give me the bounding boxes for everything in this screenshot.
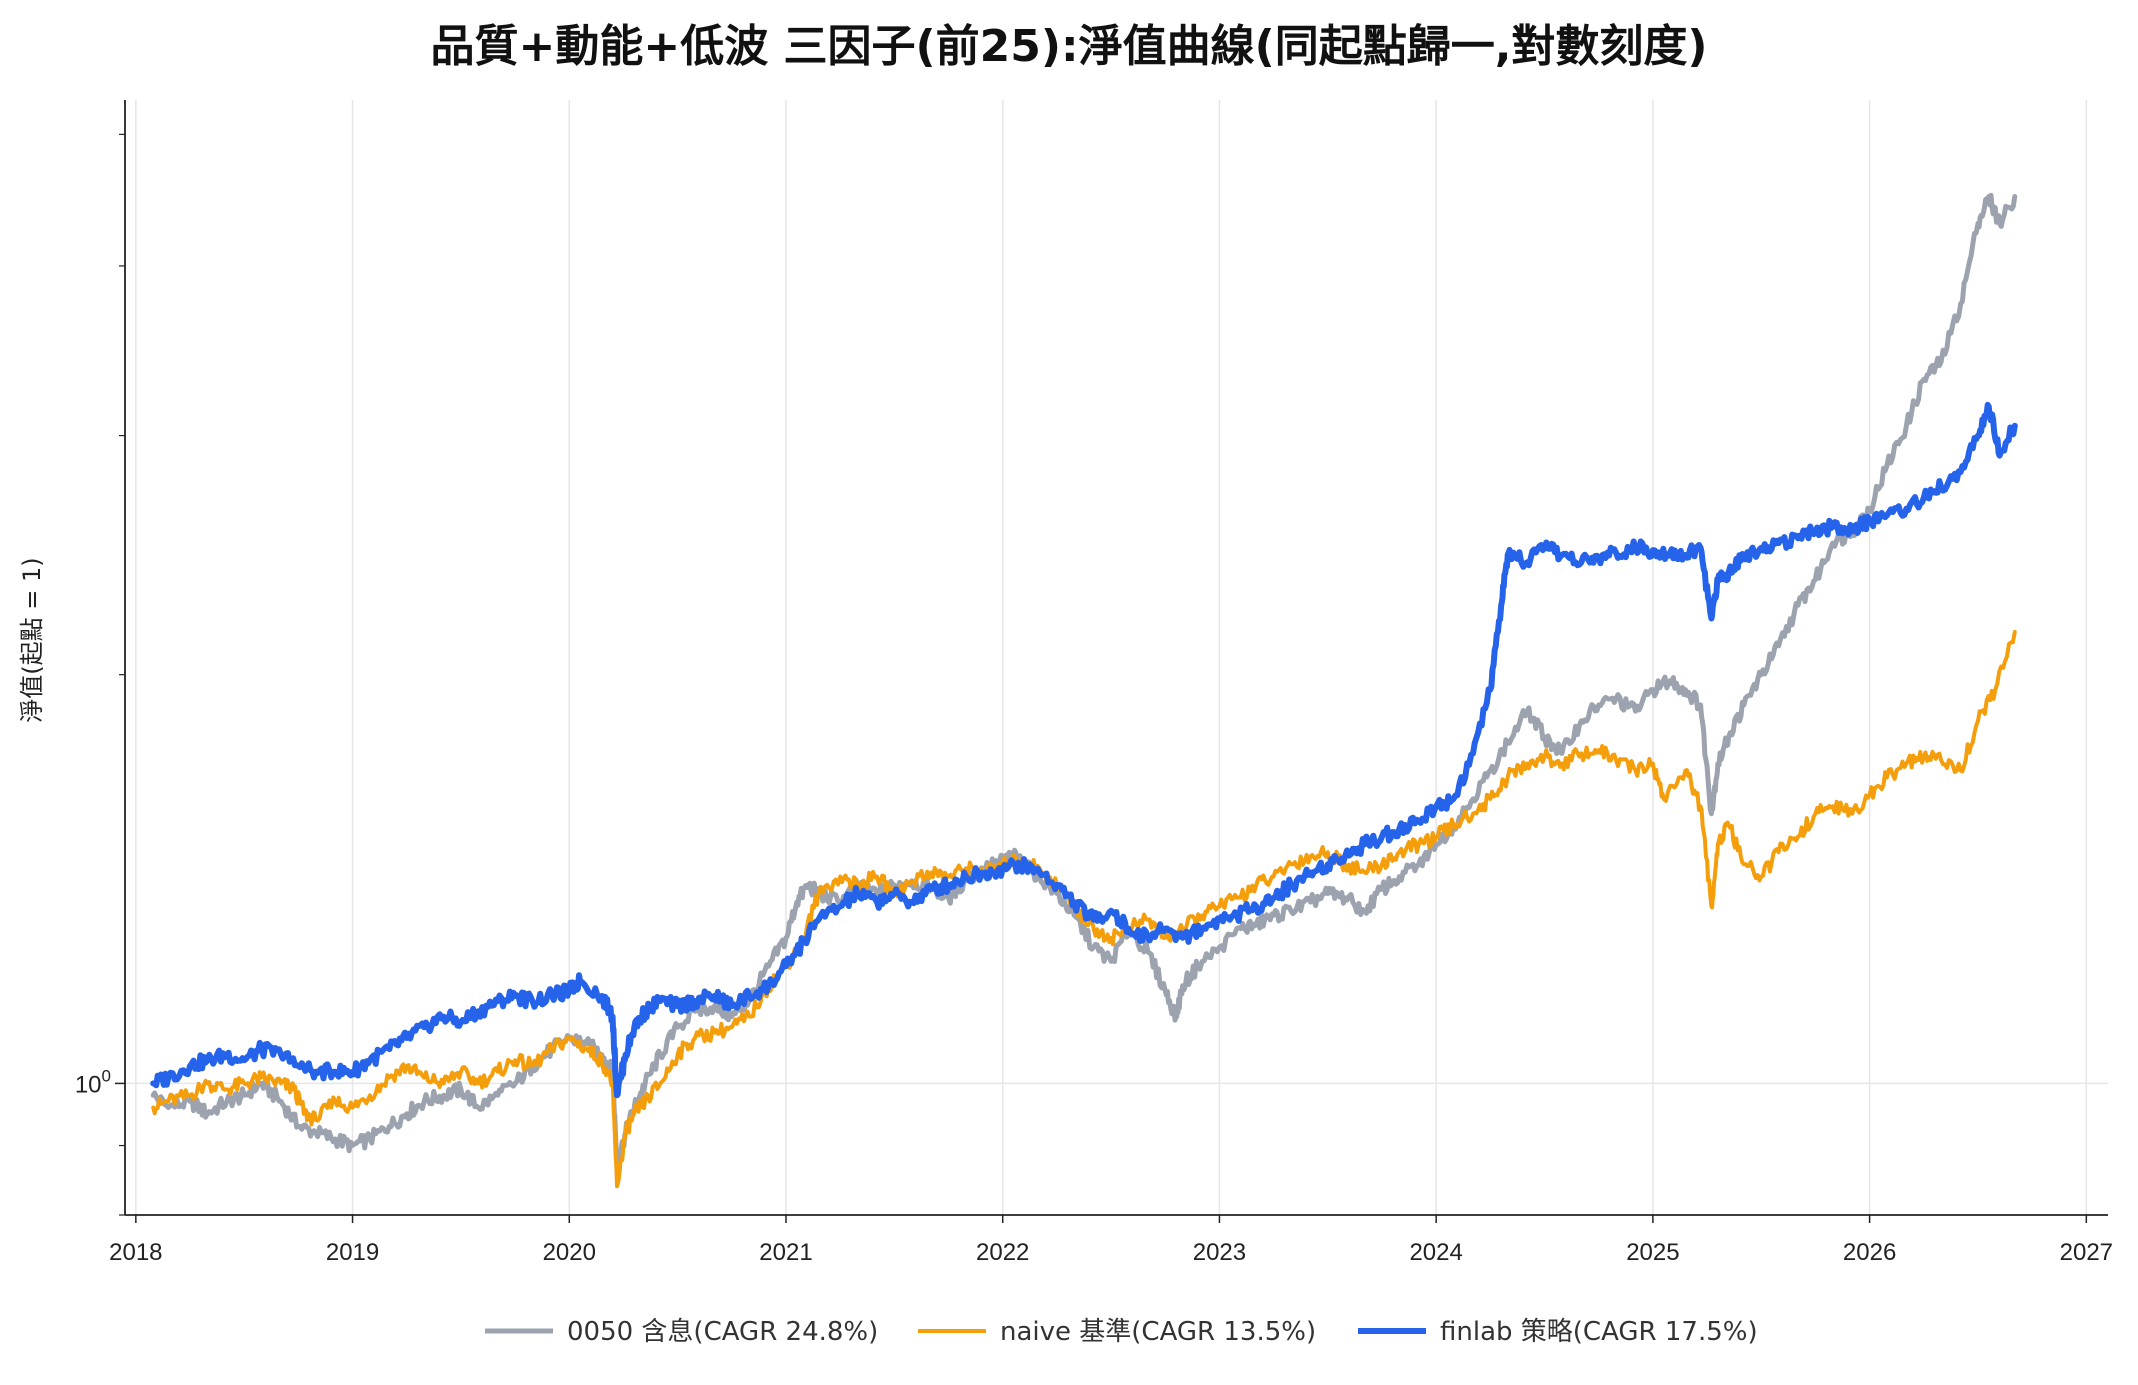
x-tick-label: 2027 — [2060, 1239, 2113, 1266]
x-tick-label: 2019 — [326, 1239, 379, 1266]
x-tick-label: 2020 — [543, 1239, 596, 1266]
x-tick-label: 2024 — [1409, 1239, 1462, 1266]
y-tick-label: 100 — [75, 1066, 111, 1098]
y-axis-label: 淨值(起點 = 1) — [18, 557, 46, 722]
x-tick-label: 2021 — [759, 1239, 812, 1266]
series-line — [150, 401, 2018, 1099]
legend-label: 0050 含息(CAGR 24.8%) — [567, 1317, 878, 1347]
chart-title: 品質+動能+低波 三因子(前25):淨值曲線(同起點歸一,對數刻度) — [430, 21, 1708, 72]
x-tick-label: 2026 — [1843, 1239, 1896, 1266]
x-tick-label: 2018 — [109, 1239, 162, 1266]
legend-label: finlab 策略(CAGR 17.5%) — [1440, 1317, 1758, 1347]
x-tick-label: 2022 — [976, 1239, 1029, 1266]
grid-layer — [125, 100, 2108, 1215]
axis-layer: 2018 2019 2020 2021 2022 2023 2024 2025 2026 2027… — [75, 100, 2113, 1266]
x-tick-label: 2025 — [1626, 1239, 1679, 1266]
legend-label: naive 基準(CAGR 13.5%) — [1000, 1317, 1316, 1347]
series-line — [150, 192, 2018, 1170]
legend: 0050 含息(CAGR 24.8%) naive 基準(CAGR 13.5%) f… — [485, 1317, 1758, 1347]
x-tick-label: 2023 — [1193, 1239, 1246, 1266]
series-layer — [150, 192, 2018, 1189]
